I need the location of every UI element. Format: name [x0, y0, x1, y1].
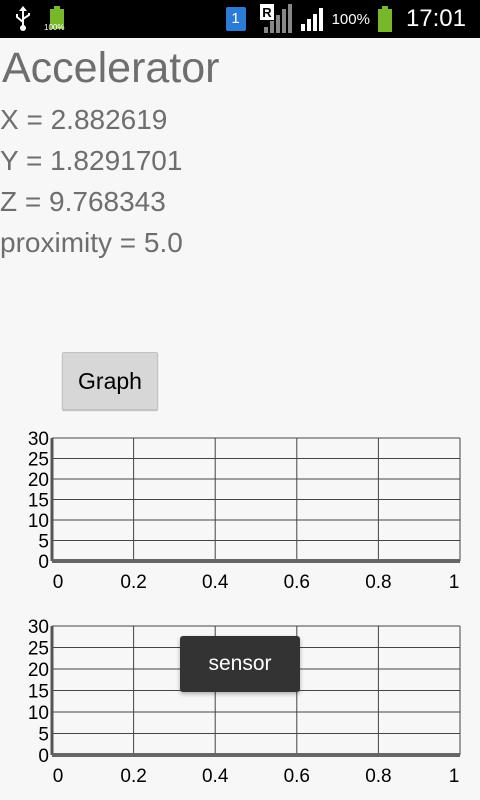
- app-title: Accelerator: [2, 44, 220, 92]
- roaming-label: R: [262, 5, 272, 20]
- x-tick-label: 0.8: [365, 766, 391, 787]
- y-tick-label: 15: [28, 682, 49, 703]
- x-tick-label: 0.2: [120, 766, 146, 787]
- y-tick-label: 0: [38, 552, 49, 573]
- proximity-reading: proximity = 5.0: [0, 227, 183, 258]
- x-tick-label: 0.8: [365, 572, 391, 593]
- y-tick-label: 25: [28, 639, 49, 660]
- y-reading: Y = 1.8291701: [0, 145, 183, 176]
- roaming-signal-icon: R: [257, 3, 294, 35]
- battery-full-icon: 100%: [44, 6, 68, 32]
- usb-icon: [16, 6, 30, 31]
- y-tick-label: 30: [28, 617, 49, 638]
- y-tick-label: 5: [38, 725, 49, 746]
- x-tick-label: 1: [449, 766, 460, 787]
- battery-percent: 100%: [331, 10, 370, 28]
- y-tick-label: 0: [38, 746, 49, 767]
- x-tick-label: 0.6: [284, 766, 310, 787]
- battery-icon: [376, 6, 394, 32]
- chart-top: 0 0.2 0.4 0.6 0.8 1 0 5 10 15 20 25 30: [0, 428, 480, 598]
- signal-strength-icon: [300, 8, 323, 31]
- clock: 17:01: [405, 5, 466, 32]
- x-tick-label: 0.4: [202, 572, 229, 593]
- y-tick-label: 5: [38, 532, 49, 553]
- x-tick-label: 1: [449, 572, 460, 593]
- z-reading: Z = 9.768343: [0, 186, 166, 217]
- y-tick-label: 15: [28, 491, 49, 512]
- x-tick-label: 0.6: [284, 572, 310, 593]
- y-tick-label: 10: [28, 703, 49, 724]
- y-tick-label: 20: [28, 660, 49, 681]
- x-tick-label: 0.4: [202, 766, 229, 787]
- x-tick-label: 0: [53, 572, 64, 593]
- toast-message: sensor: [180, 636, 300, 692]
- x-reading: X = 2.882619: [0, 104, 168, 135]
- battery-small-label: 100%: [44, 23, 65, 32]
- y-tick-label: 20: [28, 470, 49, 491]
- x-tick-label: 0.2: [120, 572, 146, 593]
- sim-card-icon: 1: [225, 7, 246, 31]
- y-tick-label: 25: [28, 450, 49, 471]
- graph-button[interactable]: Graph: [62, 352, 158, 410]
- y-tick-label: 30: [28, 429, 49, 450]
- y-tick-label: 10: [28, 511, 49, 532]
- status-bar: 100% 1 R 100% 17:01: [0, 0, 480, 38]
- x-tick-label: 0: [53, 766, 64, 787]
